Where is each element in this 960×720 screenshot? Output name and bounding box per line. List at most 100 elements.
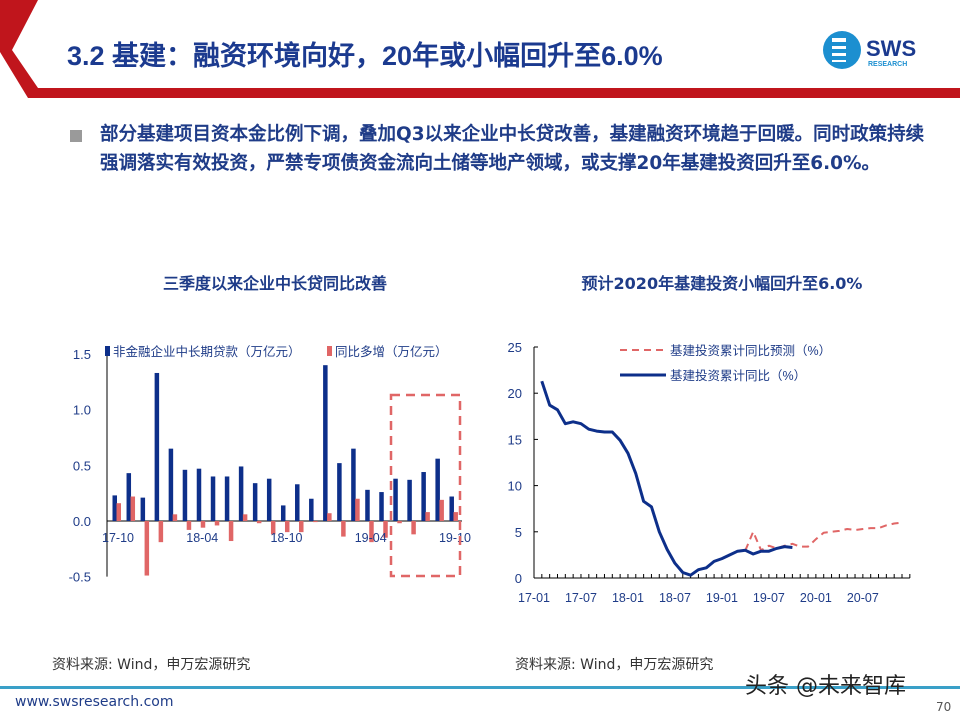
yoy-change-bar [130,496,136,521]
loan-bar [421,472,426,521]
loan-bar [280,505,286,521]
y-tick-label: 10 [508,479,522,494]
yoy-change-bar [144,521,150,576]
legend-label: 非金融企业中长期贷款（万亿元） [113,344,301,359]
loan-bar [266,478,272,521]
yoy-change-bar [214,521,220,526]
yoy-change-bar [200,521,206,528]
y-tick-label: 0.5 [73,458,91,473]
yoy-change-bar [355,498,360,521]
yoy-change-bar [453,512,458,521]
loan-bar [252,483,258,521]
x-tick-label: 18-10 [271,531,303,545]
loan-bar [435,458,440,521]
y-tick-label: 1.5 [73,347,91,362]
legend-label: 基建投资累计同比预测（%） [670,343,831,358]
yoy-change-bar [425,512,430,521]
y-tick-label: 20 [508,386,522,401]
x-tick-label: 19-07 [753,591,785,605]
loan-bar [182,469,188,521]
y-tick-label: 1.0 [73,403,91,418]
loan-bar [323,365,328,521]
loan-bar [379,492,384,521]
actual-line [540,380,793,577]
yoy-change-bar [369,521,374,543]
y-tick-label: 5 [515,525,522,540]
forecast-line [744,521,903,552]
loan-bar [337,463,342,521]
x-tick-label: 20-07 [847,591,879,605]
y-tick-label: 25 [508,340,522,355]
yoy-change-bar [327,513,332,521]
x-tick-label: 18-01 [612,591,644,605]
legend-swatch [105,346,110,356]
loan-bar [351,448,356,521]
yoy-change-bar [397,521,402,524]
yoy-change-bar [284,521,290,533]
y-tick-label: 0.0 [73,514,91,529]
yoy-change-bar [341,521,346,537]
footer-divider [0,686,960,689]
legend-swatch [327,346,332,356]
x-tick-label: 17-07 [565,591,597,605]
loan-bar [393,478,398,521]
loan-bar [449,496,454,521]
loan-bar [112,495,117,521]
yoy-change-bar [116,503,121,521]
source-note-left: 资料来源: Wind，申万宏源研究 [52,657,251,673]
loan-bar [365,489,370,521]
x-tick-label: 18-04 [186,531,218,545]
x-tick-label: 19-04 [355,531,387,545]
yoy-change-bar [299,521,304,533]
loan-bar [154,372,160,521]
yoy-change-bar [172,514,178,521]
loan-bar [210,476,216,521]
legend-label: 同比多增（万亿元） [335,344,448,359]
loan-bar [168,448,174,521]
yoy-change-bar [242,514,248,521]
page-number: 70 [936,700,952,714]
loan-bar [238,466,244,521]
x-tick-label: 17-01 [518,591,550,605]
yoy-change-bar [158,521,164,543]
yoy-change-bar [313,521,318,523]
y-tick-label: 0 [515,571,522,586]
logo-text: SWS [866,36,916,61]
source-note-right: 资料来源: Wind，申万宏源研究 [515,657,714,673]
yoy-change-bar [383,521,388,538]
logo-subtext: RESEARCH [868,61,907,68]
x-tick-label: 17-10 [102,531,134,545]
loan-bar [407,479,412,521]
yoy-change-bar [186,521,192,530]
yoy-change-bar [439,499,444,521]
x-tick-label: 19-10 [439,531,471,545]
yoy-change-bar [256,521,262,524]
loan-bar [224,476,230,521]
bullet-square-icon [70,130,82,142]
yoy-change-bar [228,521,234,542]
website-link[interactable]: www.swsresearch.com [15,694,174,710]
loan-bar [126,473,132,521]
left-chart-title: 三季度以来企业中长贷同比改善 [162,274,388,293]
sws-logo: SWS RESEARCH [823,31,916,69]
loan-bar [309,498,314,521]
loan-bar [140,497,146,521]
header-red-chevron [0,0,960,98]
header-banner: SWS RESEARCH [0,0,960,98]
legend-label: 基建投资累计同比（%） [670,368,806,383]
yoy-change-bar [411,521,416,535]
watermark: 头条 @未来智库 [745,674,906,699]
x-tick-label: 20-01 [800,591,832,605]
loan-bar [295,484,300,521]
x-tick-label: 18-07 [659,591,691,605]
highlight-box [389,393,462,578]
yoy-change-bar [270,521,276,535]
body-paragraph: 部分基建项目资本金比例下调，叠加Q3以来企业中长贷改善，基建融资环境趋于回暖。同… [100,124,925,174]
y-tick-label: -0.5 [69,570,91,585]
y-tick-label: 15 [508,432,522,447]
x-tick-label: 19-01 [706,591,738,605]
loan-bar [196,468,202,521]
right-chart-title: 预计2020年基建投资小幅回升至6.0% [581,274,863,293]
